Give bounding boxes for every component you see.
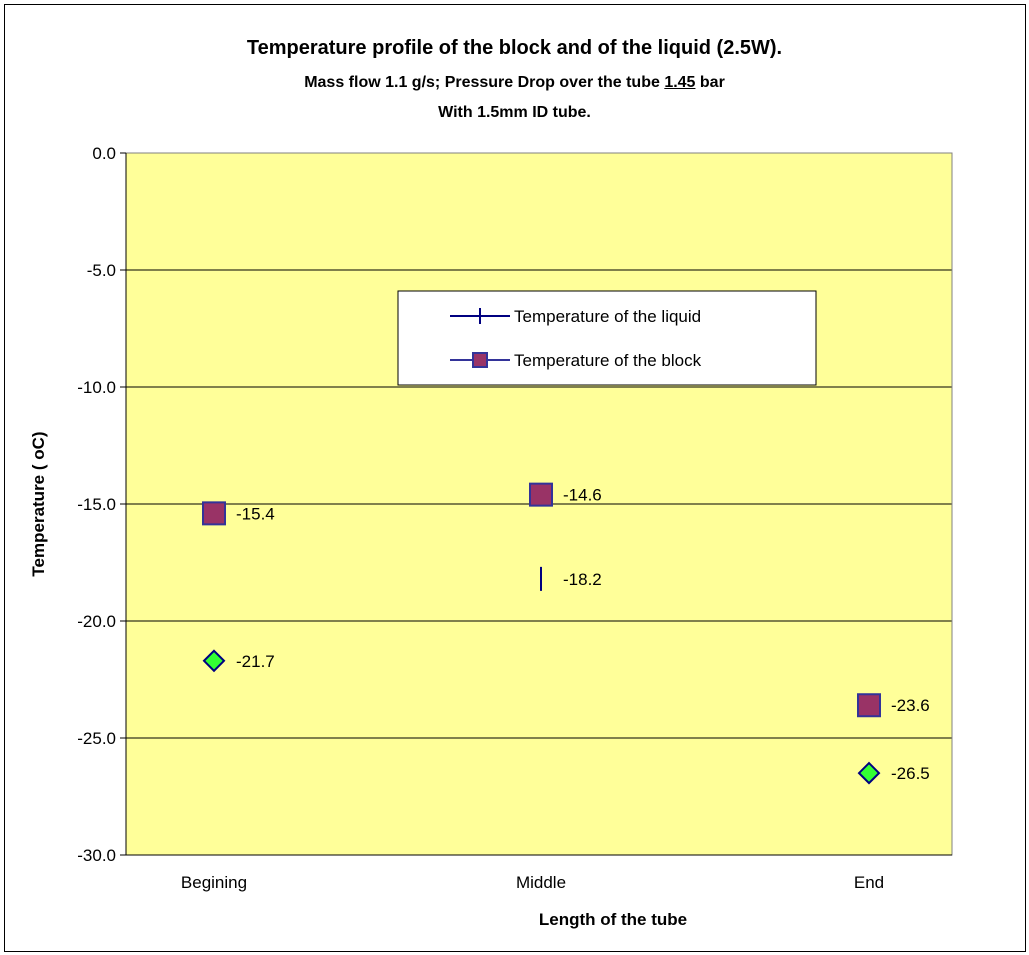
y-tick-label: -5.0: [87, 261, 116, 280]
data-label: -15.4: [236, 504, 275, 523]
x-axis-title: Length of the tube: [539, 910, 687, 929]
subtitle-text-after: bar: [695, 74, 725, 91]
data-label: -23.6: [891, 696, 930, 715]
data-label: -26.5: [891, 764, 930, 783]
subtitle-text-before: Mass flow 1.1 g/s; Pressure Drop over th…: [304, 74, 665, 91]
chart-title: Temperature profile of the block and of …: [246, 37, 783, 59]
y-tick-label: -15.0: [77, 495, 116, 514]
y-tick-label: -25.0: [77, 729, 116, 748]
data-label: -14.6: [563, 486, 602, 505]
square-point: [857, 693, 881, 718]
x-tick-label: Begining: [181, 873, 247, 892]
y-tick-label: 0.0: [92, 144, 116, 163]
y-axis-title: Temperature ( oC): [29, 431, 48, 576]
data-label: -21.7: [236, 652, 275, 671]
square-point: [202, 501, 226, 526]
legend-label: Temperature of the block: [514, 351, 702, 370]
subtitle-underlined-value: 1.45: [664, 74, 696, 91]
legend-label: Temperature of the liquid: [514, 307, 701, 326]
diamond-point: [202, 649, 226, 673]
y-tick-label: -30.0: [77, 846, 116, 865]
y-tick-label: -10.0: [77, 378, 116, 397]
data-label: -18.2: [563, 570, 602, 589]
square-point: [529, 482, 553, 507]
y-tick-label: -20.0: [77, 612, 116, 631]
chart-subtitle-2: With 1.5mm ID tube.: [438, 104, 591, 121]
x-tick-label: Middle: [516, 873, 566, 892]
diamond-point: [857, 761, 881, 785]
legend-box: [397, 290, 817, 386]
legend-marker: [472, 352, 488, 368]
chart-subtitle-1: Mass flow 1.1 g/s; Pressure Drop over th…: [0, 74, 1029, 92]
x-tick-label: End: [854, 873, 884, 892]
